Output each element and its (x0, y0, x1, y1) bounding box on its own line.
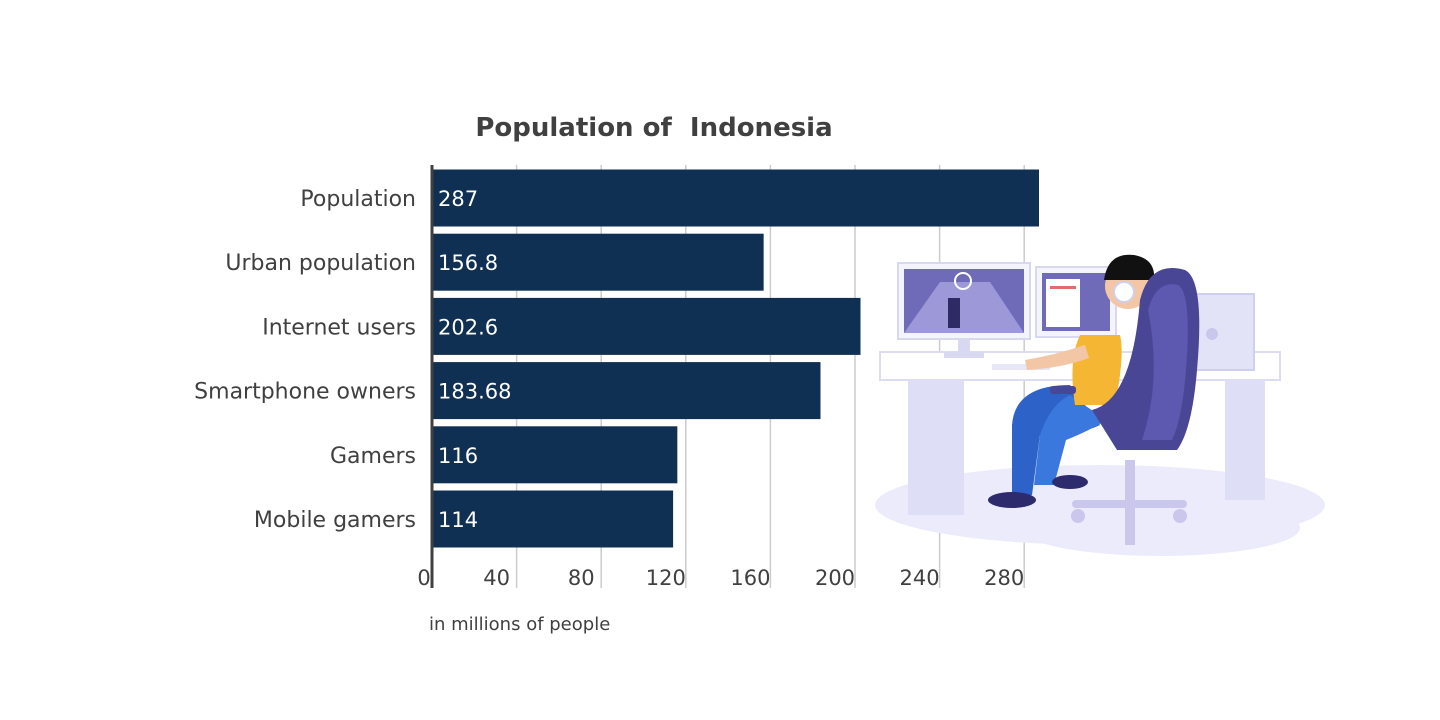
gamer-at-desk-illustration (875, 254, 1325, 556)
bar-value-label: 116 (438, 444, 478, 468)
bar-value-label: 183.68 (438, 380, 511, 404)
bar (432, 169, 1040, 227)
x-tick-label: 0 (417, 566, 430, 590)
bar (432, 362, 821, 420)
bar (432, 490, 674, 548)
chart-title: Population of Indonesia (475, 113, 832, 143)
category-label: Population (300, 187, 416, 212)
category-label: Urban population (225, 251, 416, 276)
category-label: Internet users (262, 315, 416, 340)
x-tick-label: 200 (815, 566, 855, 590)
bar (432, 426, 678, 484)
x-tick-labels: 0 40 80 120 160 200 240 280 (417, 566, 1024, 590)
x-tick-label: 280 (984, 566, 1024, 590)
category-label: Smartphone owners (194, 380, 416, 405)
bar-value-label: 114 (438, 508, 478, 532)
category-label: Gamers (330, 444, 416, 469)
x-tick-label: 160 (730, 566, 770, 590)
bar (432, 297, 861, 355)
bars: 287 156.8 202.6 183.68 116 114 (432, 169, 1040, 548)
category-label: Mobile gamers (254, 508, 416, 533)
x-tick-label: 120 (646, 566, 686, 590)
x-tick-label: 240 (900, 566, 940, 590)
bar-value-label: 156.8 (438, 251, 498, 275)
bar (432, 233, 764, 291)
category-labels: Population Urban population Internet users… (194, 187, 416, 533)
x-tick-label: 80 (568, 566, 595, 590)
bar-value-label: 287 (438, 187, 478, 211)
unit-note: in millions of people (429, 614, 610, 635)
bar-value-label: 202.6 (438, 315, 498, 339)
x-tick-label: 40 (483, 566, 510, 590)
